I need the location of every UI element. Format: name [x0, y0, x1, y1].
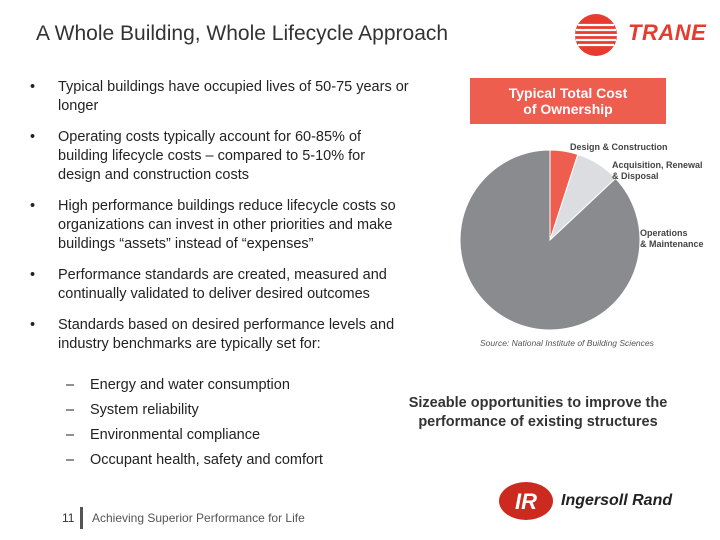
dash-marker: – [66, 377, 75, 393]
bullet-text: Operating costs typically account for 60… [58, 129, 366, 183]
sub-bullet-text: Occupant health, safety and comfort [90, 452, 323, 468]
dash-marker: – [66, 427, 75, 443]
opportunity-callout: Sizeable opportunities to improve the pe… [408, 395, 668, 430]
trane-logo [575, 14, 617, 56]
slice-label-line: Operations [640, 228, 688, 238]
slice-label-line: Design & Construction [570, 142, 668, 152]
chart-title: Typical Total Cost of Ownership [470, 78, 666, 124]
bullet-marker: • [30, 267, 36, 283]
bullet-marker: • [30, 129, 36, 145]
bullet-item: • Performance standards are created, meas… [30, 266, 410, 304]
bullet-text: Standards based on desired performance l… [58, 317, 395, 352]
ir-logo-ellipse [499, 482, 553, 520]
slice-label-line: & Disposal [612, 171, 659, 181]
footer-divider [80, 507, 83, 529]
bullet-text: Performance standards are created, measu… [58, 267, 387, 302]
bullet-marker: • [30, 317, 36, 333]
ingersoll-rand-wordmark: Ingersoll Rand [561, 492, 673, 509]
sub-bullet-text: System reliability [90, 402, 199, 418]
sub-bullet-list: – Energy and water consumption – System re… [66, 376, 386, 476]
bullet-item: • Typical buildings have occupied lives o… [30, 78, 410, 116]
bullet-marker: • [30, 79, 36, 95]
slice-label-line: & Maintenance [640, 239, 704, 249]
ir-logo-mark: IR [515, 489, 537, 514]
ingersoll-rand-logo: IR [499, 482, 553, 520]
bullet-text: High performance buildings reduce lifecy… [58, 198, 396, 252]
trane-logo-stripes [575, 23, 617, 47]
sub-bullet-item: – Environmental compliance [66, 426, 386, 451]
dash-marker: – [66, 452, 75, 468]
sub-bullet-item: – Energy and water consumption [66, 376, 386, 401]
sub-bullet-item: – System reliability [66, 401, 386, 426]
slice-label-line: Acquisition, Renewal [612, 160, 703, 170]
sub-bullet-text: Energy and water consumption [90, 377, 290, 393]
bullet-item: • Operating costs typically account for 6… [30, 128, 410, 185]
sub-bullet-item: – Occupant health, safety and comfort [66, 451, 386, 476]
chart-source: Source: National Institute of Building S… [480, 338, 654, 348]
slice-label-acquisition: Acquisition, Renewal & Disposal [612, 160, 703, 182]
page-number: 11 [62, 511, 75, 525]
bullet-marker: • [30, 198, 36, 214]
trane-wordmark: TRANE [628, 20, 707, 45]
bullet-list: • Typical buildings have occupied lives o… [30, 78, 410, 366]
slide-title: A Whole Building, Whole Lifecycle Approa… [36, 22, 449, 45]
sub-bullet-text: Environmental compliance [90, 427, 261, 443]
footer-tagline: Achieving Superior Performance for Life [92, 511, 305, 525]
slice-label-design-construction: Design & Construction [570, 142, 668, 153]
pie-slice-operations-maintenance [459, 149, 641, 331]
chart-title-line: of Ownership [523, 101, 613, 117]
bullet-item: • Standards based on desired performance … [30, 316, 410, 354]
chart-title-line: Typical Total Cost [508, 85, 628, 101]
bullet-text: Typical buildings have occupied lives of… [58, 79, 409, 114]
bullet-item: • High performance buildings reduce lifec… [30, 197, 410, 254]
slice-label-operations: Operations & Maintenance [640, 228, 704, 250]
dash-marker: – [66, 402, 75, 418]
